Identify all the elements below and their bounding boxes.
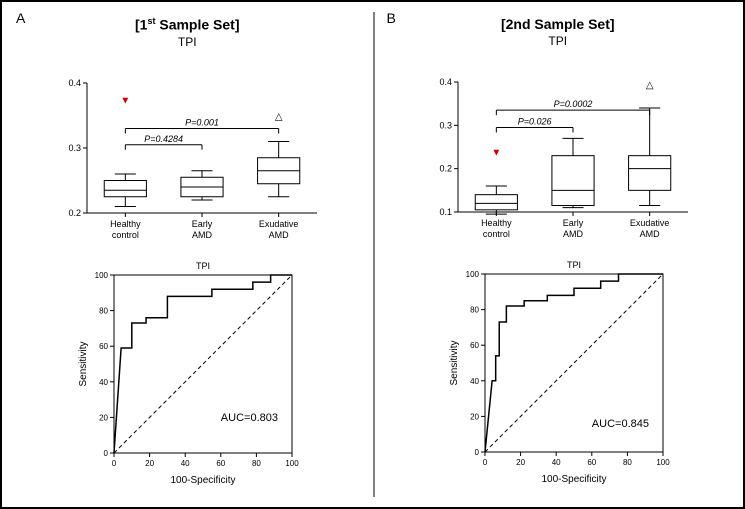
svg-text:AMD: AMD	[192, 230, 213, 240]
svg-text:60: 60	[470, 341, 479, 350]
svg-text:40: 40	[99, 377, 108, 386]
svg-text:control: control	[112, 230, 139, 240]
svg-text:100: 100	[95, 271, 109, 280]
panel-a-label: A	[16, 10, 25, 26]
panel-b: B [2nd Sample Set] TPI 0.1 0.2 0.3 0.4 Healt…	[373, 2, 744, 507]
svg-text:0.1: 0.1	[439, 207, 452, 217]
svg-text:20: 20	[516, 458, 525, 467]
svg-text:AMD: AMD	[639, 229, 660, 239]
title-pre: [1	[135, 17, 147, 33]
svg-text:AUC=0.803: AUC=0.803	[221, 412, 278, 424]
svg-text:P=0.0002: P=0.0002	[553, 99, 592, 109]
panel-a-set-title: [1st Sample Set]	[14, 16, 361, 33]
svg-text:100: 100	[656, 458, 670, 467]
svg-text:0.3: 0.3	[69, 143, 82, 153]
svg-text:0.3: 0.3	[439, 120, 452, 130]
svg-text:60: 60	[587, 458, 596, 467]
svg-text:100-Specificity: 100-Specificity	[541, 474, 606, 485]
svg-text:△: △	[275, 111, 283, 122]
svg-text:▼: ▼	[121, 95, 131, 106]
svg-text:0: 0	[483, 458, 488, 467]
svg-text:20: 20	[145, 459, 154, 468]
svg-text:20: 20	[99, 413, 108, 422]
svg-text:0: 0	[112, 459, 117, 468]
svg-text:40: 40	[181, 459, 190, 468]
svg-text:Healthy: Healthy	[481, 218, 512, 228]
svg-text:TPI: TPI	[567, 260, 581, 270]
svg-text:P=0.001: P=0.001	[185, 117, 219, 127]
svg-text:40: 40	[470, 377, 479, 386]
panel-b-set-title: [2nd Sample Set]	[385, 16, 732, 32]
svg-text:0: 0	[474, 448, 479, 457]
panel-b-roc: TPI 0 20 40 60 80 100 0 20 40 60 80 100 100-Specifici…	[443, 256, 673, 486]
svg-text:100-Specificity: 100-Specificity	[171, 475, 236, 486]
svg-text:Sensitivity: Sensitivity	[449, 340, 460, 385]
svg-text:▼: ▼	[491, 147, 501, 158]
svg-text:Exudative: Exudative	[630, 218, 670, 228]
svg-text:P=0.4284: P=0.4284	[145, 133, 184, 143]
svg-text:40: 40	[551, 458, 560, 467]
svg-text:Early: Early	[562, 218, 583, 228]
svg-text:0.4: 0.4	[69, 78, 82, 88]
svg-text:100: 100	[465, 270, 479, 279]
svg-text:60: 60	[99, 342, 108, 351]
svg-text:AUC=0.845: AUC=0.845	[592, 418, 649, 430]
svg-text:80: 80	[252, 459, 261, 468]
title-post: Sample Set]	[155, 17, 239, 33]
svg-text:Exudative: Exudative	[259, 219, 299, 229]
svg-text:0.2: 0.2	[69, 208, 82, 218]
svg-text:Healthy: Healthy	[110, 219, 141, 229]
svg-text:Sensitivity: Sensitivity	[78, 341, 89, 386]
svg-text:80: 80	[623, 458, 632, 467]
panel-b-subtitle: TPI	[385, 34, 732, 48]
panel-b-boxplot: 0.10.20.30.4HealthycontrolEarlyAMDExudat…	[418, 52, 698, 252]
svg-text:80: 80	[99, 306, 108, 315]
svg-text:60: 60	[217, 459, 226, 468]
figure-frame: A [1st Sample Set] TPI 0.20.30.4Healthyc…	[0, 0, 745, 509]
svg-text:control: control	[483, 229, 510, 239]
svg-text:0.2: 0.2	[439, 164, 452, 174]
panel-b-title-block: [2nd Sample Set] TPI	[385, 16, 732, 48]
panel-a-roc: TPI 0 20 40 60 80 100 0 20 40 60 80 100 100-Specifici…	[72, 257, 302, 487]
svg-text:0: 0	[104, 449, 109, 458]
svg-text:80: 80	[470, 306, 479, 315]
svg-text:P=0.026: P=0.026	[518, 117, 552, 127]
panel-a: A [1st Sample Set] TPI 0.2 0.3 0.4 Healthyc…	[2, 2, 373, 507]
svg-text:20: 20	[470, 412, 479, 421]
panel-b-label: B	[387, 10, 396, 26]
svg-text:AMD: AMD	[563, 229, 584, 239]
svg-text:Early: Early	[192, 219, 213, 229]
panel-a-title-block: [1st Sample Set] TPI	[14, 16, 361, 49]
svg-text:0.4: 0.4	[439, 77, 452, 87]
svg-text:TPI: TPI	[196, 261, 210, 271]
panel-a-boxplot: 0.20.30.4HealthycontrolEarlyAMDExudative…	[47, 53, 327, 253]
panel-a-subtitle: TPI	[14, 35, 361, 49]
svg-text:AMD: AMD	[269, 230, 290, 240]
svg-text:△: △	[646, 80, 654, 91]
svg-text:100: 100	[286, 459, 300, 468]
